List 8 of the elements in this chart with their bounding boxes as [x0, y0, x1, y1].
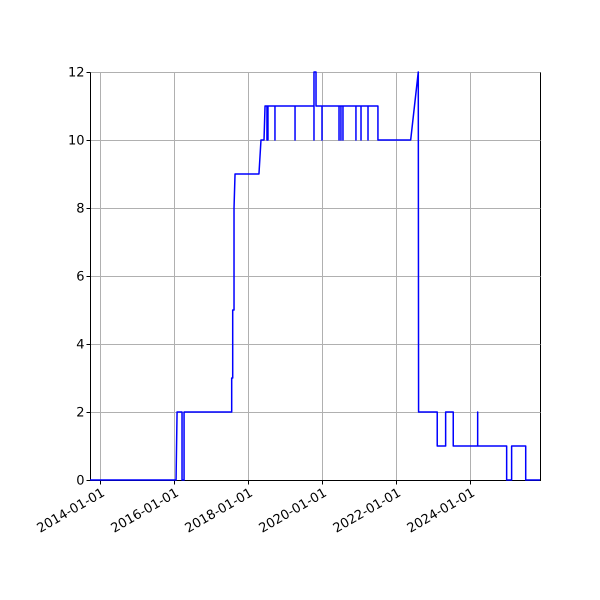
y-tick-label: 8	[76, 202, 84, 216]
y-tick-label: 6	[76, 270, 84, 284]
y-tick-label: 0	[76, 474, 84, 488]
y-tick-label: 2	[76, 406, 84, 420]
y-tick-label: 4	[76, 338, 84, 352]
line-series	[89, 71, 541, 481]
y-tick-label: 12	[68, 66, 84, 80]
y-tick-label: 10	[68, 134, 84, 148]
